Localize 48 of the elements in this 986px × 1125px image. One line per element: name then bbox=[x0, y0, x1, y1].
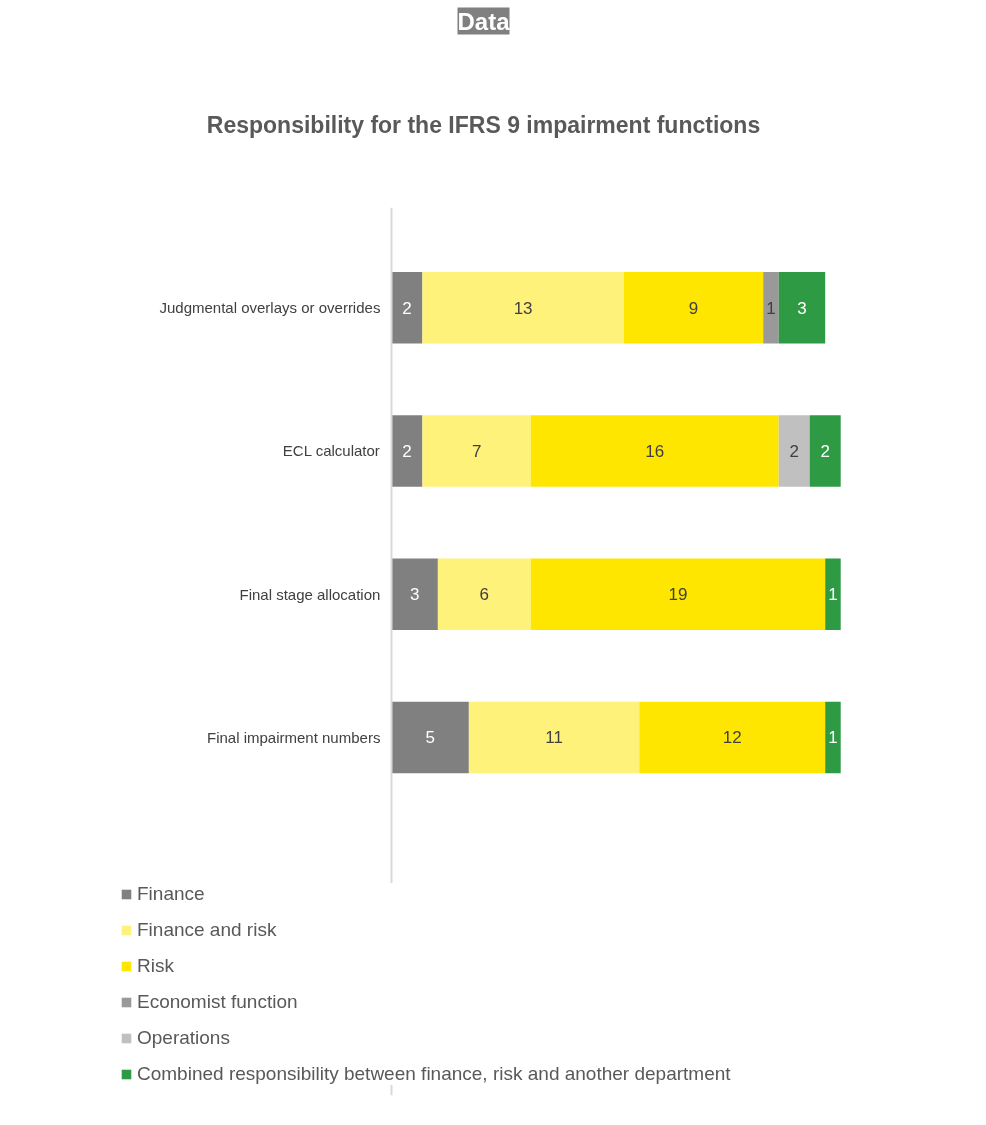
y-tick-label: ECL calculator bbox=[282, 442, 380, 460]
bar bbox=[809, 415, 841, 487]
bar bbox=[437, 558, 531, 631]
bar bbox=[825, 701, 841, 774]
bar bbox=[422, 271, 624, 344]
data-label: 1 bbox=[828, 585, 838, 605]
bar bbox=[422, 415, 531, 487]
bar bbox=[763, 271, 779, 344]
data-label: 1 bbox=[828, 728, 838, 748]
bar bbox=[391, 558, 438, 631]
legend-label: Operations bbox=[137, 1027, 230, 1049]
legend-label: Economist function bbox=[137, 991, 298, 1013]
legend-label: Combined responsibility between finance, risk and another department bbox=[137, 1063, 731, 1085]
data-label: 12 bbox=[722, 728, 742, 748]
y-tick-label: Final stage allocation bbox=[239, 585, 381, 603]
bar bbox=[825, 558, 841, 631]
data-label: 5 bbox=[425, 728, 435, 748]
legend-label: Risk bbox=[137, 955, 174, 977]
data-label: 19 bbox=[668, 585, 688, 605]
bar bbox=[391, 701, 469, 774]
data-label: 2 bbox=[789, 441, 799, 461]
legend-label: Finance and risk bbox=[137, 919, 277, 941]
data-label: 3 bbox=[797, 298, 807, 318]
data-label: 3 bbox=[409, 585, 420, 605]
data-label: 7 bbox=[471, 441, 482, 461]
bar bbox=[530, 415, 779, 487]
data-label: 2 bbox=[820, 441, 830, 461]
data-label: 13 bbox=[513, 298, 533, 318]
bar bbox=[391, 271, 423, 344]
text: Data bbox=[457, 7, 511, 35]
bar bbox=[639, 701, 826, 774]
data-label: 1 bbox=[766, 298, 776, 318]
legend-label: Finance bbox=[137, 883, 205, 905]
data-label: 6 bbox=[479, 585, 490, 605]
data-label: 9 bbox=[688, 298, 699, 318]
data-label: 2 bbox=[402, 441, 412, 461]
bar bbox=[778, 415, 810, 487]
data-label: 16 bbox=[645, 441, 665, 461]
bar bbox=[391, 415, 423, 487]
bar bbox=[623, 271, 764, 344]
y-tick-label: Final impairment numbers bbox=[207, 728, 381, 746]
data-label: 2 bbox=[402, 298, 412, 318]
bar bbox=[778, 271, 826, 344]
bar bbox=[468, 701, 640, 774]
data-label: 11 bbox=[545, 728, 563, 748]
chart-title: Responsibility for the IFRS 9 impairment functions bbox=[206, 111, 761, 138]
bar bbox=[530, 558, 826, 631]
y-tick-label: Judgmental overlays or overrides bbox=[159, 299, 381, 317]
